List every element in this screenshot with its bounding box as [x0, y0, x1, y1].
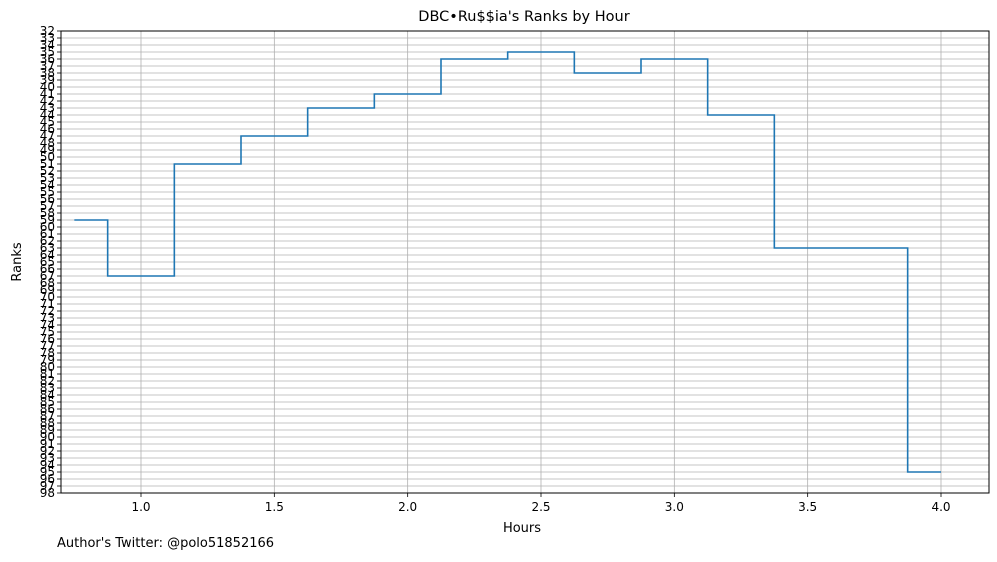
- y-tick-label: 66: [40, 262, 55, 276]
- y-tick-label: 98: [40, 486, 55, 500]
- plot-frame: [60, 30, 990, 494]
- y-tick-label: 89: [40, 423, 55, 437]
- y-tick-label: 46: [40, 122, 55, 136]
- x-tick-label: 1.0: [131, 500, 150, 514]
- y-tick-label: 97: [40, 479, 55, 493]
- y-axis-ticks: 3233343536373839404142434445464748495051…: [40, 24, 61, 500]
- y-tick-label: 69: [40, 283, 55, 297]
- y-tick-label: 84: [40, 388, 55, 402]
- x-tick-label: 2.0: [398, 500, 417, 514]
- y-tick-label: 47: [40, 129, 55, 143]
- y-tick-label: 53: [40, 171, 55, 185]
- y-tick-label: 91: [40, 437, 55, 451]
- y-tick-label: 87: [40, 409, 55, 423]
- x-tick-label: 3.0: [665, 500, 684, 514]
- y-tick-label: 95: [40, 465, 55, 479]
- y-tick-label: 57: [40, 199, 55, 213]
- y-tick-label: 90: [40, 430, 55, 444]
- rank-series-line: [74, 51, 941, 473]
- y-tick-label: 85: [40, 395, 55, 409]
- y-tick-label: 40: [40, 80, 55, 94]
- y-tick-label: 86: [40, 402, 55, 416]
- y-tick-label: 43: [40, 101, 55, 115]
- y-tick-label: 67: [40, 269, 55, 283]
- grid-layer: [61, 30, 989, 494]
- y-tick-label: 34: [40, 38, 55, 52]
- y-tick-label: 35: [40, 45, 55, 59]
- y-tick-label: 92: [40, 444, 55, 458]
- y-tick-label: 62: [40, 234, 55, 248]
- y-tick-label: 59: [40, 213, 55, 227]
- y-tick-label: 44: [40, 108, 55, 122]
- y-tick-label: 50: [40, 150, 55, 164]
- y-tick-label: 61: [40, 227, 55, 241]
- y-tick-label: 81: [40, 367, 55, 381]
- x-axis-label: Hours: [503, 521, 541, 536]
- chart-title: DBC•Ru$$ia's Ranks by Hour: [418, 9, 629, 25]
- y-tick-label: 58: [40, 206, 55, 220]
- y-tick-label: 48: [40, 136, 55, 150]
- x-tick-label: 2.5: [531, 500, 550, 514]
- y-tick-label: 79: [40, 353, 55, 367]
- y-tick-label: 65: [40, 255, 55, 269]
- y-tick-label: 74: [40, 318, 55, 332]
- y-tick-label: 56: [40, 192, 55, 206]
- y-tick-label: 55: [40, 185, 55, 199]
- y-tick-label: 70: [40, 290, 55, 304]
- y-tick-label: 76: [40, 332, 55, 346]
- y-tick-label: 41: [40, 87, 55, 101]
- y-tick-label: 36: [40, 52, 55, 66]
- y-tick-label: 60: [40, 220, 55, 234]
- y-tick-label: 94: [40, 458, 55, 472]
- y-tick-label: 42: [40, 94, 55, 108]
- y-tick-label: 96: [40, 472, 55, 486]
- y-tick-label: 73: [40, 311, 55, 325]
- y-tick-label: 82: [40, 374, 55, 388]
- x-tick-label: 3.5: [798, 500, 817, 514]
- y-tick-label: 72: [40, 304, 55, 318]
- y-tick-label: 39: [40, 73, 55, 87]
- y-tick-label: 68: [40, 276, 55, 290]
- y-tick-label: 51: [40, 157, 55, 171]
- y-tick-label: 37: [40, 59, 55, 73]
- y-tick-label: 88: [40, 416, 55, 430]
- author-twitter-note: Author's Twitter: @polo51852166: [57, 536, 275, 551]
- x-tick-label: 1.5: [265, 500, 284, 514]
- y-tick-label: 77: [40, 339, 55, 353]
- y-tick-label: 45: [40, 115, 55, 129]
- y-tick-label: 52: [40, 164, 55, 178]
- y-axis-label: Ranks: [10, 242, 25, 281]
- y-tick-label: 78: [40, 346, 55, 360]
- y-tick-label: 80: [40, 360, 55, 374]
- y-tick-label: 83: [40, 381, 55, 395]
- y-tick-label: 64: [40, 248, 55, 262]
- y-tick-label: 33: [40, 31, 55, 45]
- y-tick-label: 75: [40, 325, 55, 339]
- y-tick-label: 38: [40, 66, 55, 80]
- x-axis-ticks: 1.0 1.5 2.0 2.5 3.0 3.5 4.0: [131, 493, 951, 514]
- y-tick-label: 54: [40, 178, 55, 192]
- y-tick-label: 93: [40, 451, 55, 465]
- y-tick-label: 49: [40, 143, 55, 157]
- x-tick-label: 4.0: [931, 500, 950, 514]
- y-tick-label: 32: [40, 24, 55, 38]
- y-tick-label: 71: [40, 297, 55, 311]
- y-tick-label: 63: [40, 241, 55, 255]
